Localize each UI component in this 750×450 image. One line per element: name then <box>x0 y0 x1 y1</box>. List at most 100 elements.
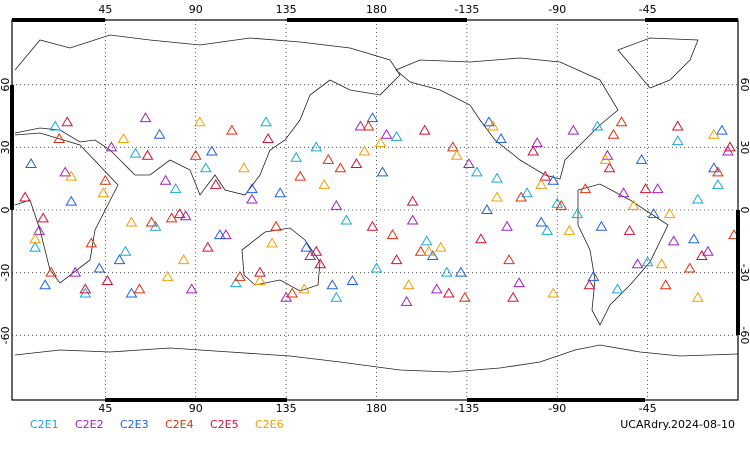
point <box>716 124 728 135</box>
point <box>39 279 51 290</box>
point <box>314 258 327 269</box>
point <box>169 183 182 194</box>
point <box>430 283 443 294</box>
point <box>724 141 736 152</box>
point <box>708 162 720 173</box>
point <box>358 145 371 156</box>
point <box>173 208 186 219</box>
point <box>376 166 389 177</box>
point <box>708 128 720 139</box>
point <box>513 277 525 288</box>
point <box>655 258 668 269</box>
point <box>712 178 724 189</box>
point <box>420 235 433 246</box>
point <box>691 291 704 302</box>
point <box>535 178 548 189</box>
point <box>547 287 560 298</box>
coast-eurasia <box>14 34 401 196</box>
y-tick-label-left: -30 <box>0 264 12 282</box>
point <box>491 191 503 202</box>
point <box>702 245 714 256</box>
point <box>623 224 636 235</box>
frame-bar <box>105 398 287 402</box>
point <box>290 151 303 162</box>
legend-entry: C2E2 <box>75 418 104 431</box>
point <box>671 120 684 131</box>
x-tick-label-bottom: 45 <box>98 402 112 415</box>
frame-bar <box>12 18 105 22</box>
point <box>346 275 359 286</box>
point <box>153 128 166 139</box>
point <box>481 204 493 214</box>
point <box>45 266 58 277</box>
annotation: UCARdry.2024-08-10 <box>620 418 735 431</box>
coast-antarctica <box>14 344 739 373</box>
y-tick-label-right: 30 <box>738 140 750 154</box>
x-tick-label-bottom: -90 <box>548 402 566 415</box>
x-tick-label-top: 90 <box>189 3 203 16</box>
point <box>507 291 519 302</box>
point <box>442 287 455 298</box>
point <box>571 208 584 219</box>
point <box>599 153 612 164</box>
point <box>607 128 620 139</box>
point <box>475 233 487 244</box>
point <box>310 141 323 152</box>
point <box>366 112 379 123</box>
point <box>440 266 453 277</box>
point <box>145 216 158 227</box>
point <box>326 279 339 290</box>
point <box>527 145 540 156</box>
point <box>651 183 664 194</box>
point <box>631 258 644 269</box>
point <box>286 287 299 298</box>
point <box>483 116 495 127</box>
point <box>531 137 544 148</box>
point <box>603 162 616 173</box>
point <box>406 195 419 206</box>
point <box>85 237 98 248</box>
x-tick-label-bottom: 180 <box>366 402 387 415</box>
point <box>454 266 467 277</box>
point <box>591 120 604 131</box>
point <box>33 224 45 235</box>
point <box>671 135 684 146</box>
point <box>141 149 154 160</box>
point <box>334 162 347 173</box>
point <box>201 241 214 252</box>
point <box>99 174 112 185</box>
point <box>487 120 499 131</box>
point <box>617 187 630 198</box>
point <box>362 120 375 131</box>
point <box>434 241 447 252</box>
point <box>458 291 471 302</box>
x-tick-label-top: -135 <box>454 3 479 16</box>
point <box>695 249 708 260</box>
point <box>105 141 118 152</box>
legend-entry: C2E5 <box>210 418 239 431</box>
point <box>683 262 696 273</box>
frame-bar <box>736 210 740 335</box>
point <box>322 153 335 164</box>
point <box>641 256 654 267</box>
point <box>521 187 533 198</box>
point <box>501 220 513 231</box>
legend-entry: C2E1 <box>30 418 59 431</box>
point <box>539 170 552 181</box>
point <box>97 187 110 198</box>
point <box>79 283 92 294</box>
coast-africa <box>14 132 119 284</box>
point <box>418 124 431 135</box>
point <box>627 199 640 210</box>
point <box>663 208 676 219</box>
point <box>159 174 172 185</box>
point <box>503 254 515 265</box>
x-tick-label-bottom: 135 <box>276 402 297 415</box>
point <box>266 237 278 248</box>
point <box>354 120 367 131</box>
point <box>406 214 419 225</box>
point <box>463 158 475 169</box>
x-tick-label-top: 45 <box>98 3 112 16</box>
point <box>400 295 413 306</box>
